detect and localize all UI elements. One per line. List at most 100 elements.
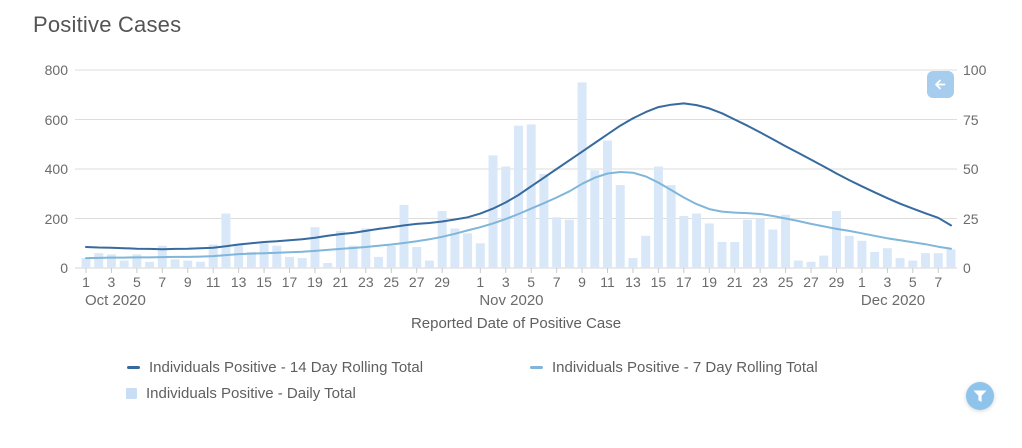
- bar-daily-total[interactable]: [526, 124, 536, 268]
- x-tick-label: 15: [650, 274, 667, 290]
- bar-daily-total[interactable]: [399, 204, 409, 268]
- bar-daily-total[interactable]: [81, 258, 91, 268]
- x-tick-label: 5: [908, 274, 917, 290]
- left-y-tick-label: 600: [44, 111, 68, 128]
- bar-daily-total[interactable]: [831, 211, 841, 268]
- bar-daily-total[interactable]: [475, 243, 485, 268]
- legend-line-marker-icon: [530, 366, 543, 369]
- bar-daily-total[interactable]: [742, 219, 752, 268]
- bar-daily-total[interactable]: [195, 261, 205, 268]
- bar-daily-total[interactable]: [424, 260, 434, 268]
- left-y-tick-label: 0: [60, 260, 68, 276]
- bar-daily-total[interactable]: [921, 253, 931, 268]
- bar-daily-total[interactable]: [806, 261, 816, 268]
- bar-daily-total[interactable]: [882, 248, 892, 268]
- bar-daily-total[interactable]: [666, 185, 676, 268]
- bar-daily-total[interactable]: [234, 244, 244, 268]
- bar-daily-total[interactable]: [310, 227, 320, 268]
- bar-daily-total[interactable]: [628, 258, 638, 268]
- bar-daily-total[interactable]: [933, 253, 943, 268]
- bar-daily-total[interactable]: [895, 258, 905, 268]
- filter-button[interactable]: [966, 382, 994, 410]
- legend-item[interactable]: Individuals Positive - 7 Day Rolling Tot…: [530, 359, 818, 376]
- bar-daily-total[interactable]: [386, 245, 396, 268]
- x-tick-label: 21: [332, 274, 349, 290]
- bar-daily-total[interactable]: [653, 166, 663, 268]
- chart-canvas[interactable]: [0, 0, 1022, 312]
- bar-daily-total[interactable]: [94, 253, 104, 268]
- bar-daily-total[interactable]: [539, 173, 549, 268]
- x-tick-label: 17: [676, 274, 692, 290]
- line-14-day-rolling[interactable]: [85, 102, 952, 251]
- x-tick-label: 11: [600, 274, 615, 290]
- bar-daily-total[interactable]: [183, 260, 193, 268]
- x-tick-label: 23: [358, 274, 374, 290]
- bar-daily-total[interactable]: [119, 260, 129, 268]
- legend-item[interactable]: Individuals Positive - Daily Total: [126, 385, 356, 402]
- line-7-day-rolling[interactable]: [85, 171, 952, 260]
- bar-daily-total[interactable]: [170, 259, 180, 268]
- x-tick-label: 1: [476, 274, 485, 290]
- bar-daily-total[interactable]: [692, 213, 702, 268]
- x-tick-label: 1: [82, 274, 90, 290]
- bar-daily-total[interactable]: [488, 155, 498, 268]
- bar-daily-total[interactable]: [679, 216, 689, 268]
- bar-daily-total[interactable]: [844, 235, 854, 268]
- left-y-tick-label: 800: [44, 62, 68, 78]
- bar-daily-total[interactable]: [285, 256, 295, 268]
- bar-daily-total[interactable]: [755, 218, 765, 269]
- bar-daily-total[interactable]: [145, 261, 155, 268]
- bar-daily-total[interactable]: [577, 82, 587, 268]
- bar-daily-total[interactable]: [106, 254, 116, 268]
- bar-daily-total[interactable]: [437, 211, 447, 268]
- bar-daily-total[interactable]: [908, 260, 918, 268]
- arrow-left-icon: [932, 76, 949, 93]
- bar-daily-total[interactable]: [501, 166, 511, 268]
- bar-daily-total[interactable]: [730, 242, 740, 268]
- bar-daily-total[interactable]: [615, 185, 625, 268]
- bar-daily-total[interactable]: [603, 140, 613, 268]
- bar-daily-total[interactable]: [297, 258, 307, 268]
- x-tick-label: 27: [408, 274, 425, 290]
- x-tick-label: 27: [803, 274, 819, 290]
- bar-daily-total[interactable]: [272, 245, 282, 268]
- right-y-tick-label: 75: [963, 111, 979, 128]
- bar-daily-total[interactable]: [768, 229, 778, 268]
- funnel-icon: [973, 390, 987, 403]
- right-y-tick-label: 25: [963, 210, 979, 227]
- bar-daily-total[interactable]: [870, 251, 880, 268]
- bar-daily-total[interactable]: [246, 251, 256, 268]
- bar-daily-total[interactable]: [564, 219, 574, 268]
- bar-daily-total[interactable]: [513, 125, 523, 268]
- bar-daily-total[interactable]: [259, 243, 269, 268]
- bar-daily-total[interactable]: [361, 228, 371, 268]
- legend-item[interactable]: Individuals Positive - 14 Day Rolling To…: [127, 359, 423, 376]
- x-tick-label: 5: [132, 274, 141, 290]
- x-tick-label: 17: [281, 274, 298, 290]
- right-y-tick-label: 0: [963, 260, 971, 276]
- bar-daily-total[interactable]: [132, 254, 142, 268]
- bar-daily-total[interactable]: [704, 223, 714, 268]
- bar-daily-total[interactable]: [374, 256, 384, 268]
- x-tick-label: 9: [578, 274, 586, 290]
- bar-daily-total[interactable]: [323, 263, 333, 268]
- bar-daily-total[interactable]: [857, 240, 867, 268]
- x-tick-label: 9: [183, 274, 192, 290]
- bar-daily-total[interactable]: [348, 245, 358, 268]
- bar-daily-total[interactable]: [717, 242, 727, 268]
- bar-daily-total[interactable]: [552, 217, 562, 268]
- bar-daily-total[interactable]: [641, 235, 651, 268]
- bar-daily-total[interactable]: [946, 249, 956, 268]
- bar-daily-total[interactable]: [793, 260, 803, 268]
- x-tick-label: 3: [501, 274, 510, 290]
- bar-daily-total[interactable]: [221, 213, 231, 268]
- x-tick-label: 1: [858, 274, 866, 290]
- bar-daily-total[interactable]: [412, 246, 422, 268]
- bar-daily-total[interactable]: [463, 233, 473, 268]
- bar-daily-total[interactable]: [819, 255, 829, 268]
- back-button[interactable]: [927, 71, 954, 98]
- bar-daily-total[interactable]: [590, 170, 600, 268]
- bar-daily-total[interactable]: [781, 214, 791, 268]
- bar-daily-total[interactable]: [450, 228, 460, 268]
